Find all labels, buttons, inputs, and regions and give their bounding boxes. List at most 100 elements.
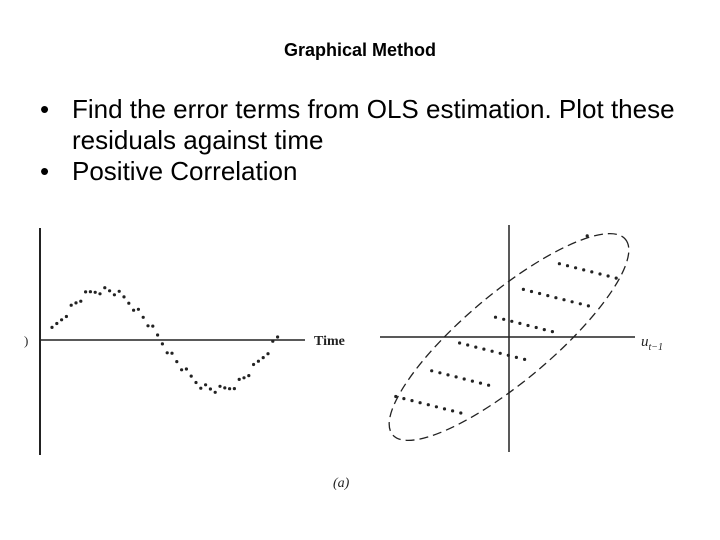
residual-point (410, 399, 414, 403)
residual-point (570, 300, 574, 304)
left-plot-y-label-fragment: ) (24, 333, 28, 348)
residual-point (261, 356, 265, 360)
residual-point (156, 333, 160, 337)
residual-point (232, 387, 236, 391)
residual-point (247, 374, 251, 378)
residual-point (498, 351, 502, 355)
bullet-marker: • (40, 94, 50, 124)
residual-point (50, 325, 54, 329)
residual-point (88, 290, 92, 294)
residual-point (242, 376, 246, 380)
residual-point (127, 301, 131, 305)
residual-point (454, 375, 458, 379)
left-plot: Time ) (24, 228, 345, 455)
residual-point (184, 367, 188, 371)
residual-point (586, 304, 591, 308)
residual-point (189, 374, 193, 378)
bullet-list: • Find the error terms from OLS estimati… (40, 94, 680, 187)
residual-point (590, 270, 594, 274)
residual-point (271, 339, 275, 343)
residual-point (165, 351, 169, 355)
right-plot-x-label-main: u (641, 334, 649, 350)
residual-point (430, 369, 434, 373)
residual-point (199, 386, 203, 390)
residual-point (394, 394, 398, 399)
residual-point (606, 274, 610, 278)
residual-point (514, 355, 519, 359)
residual-point (562, 298, 566, 302)
residual-point (122, 295, 126, 299)
residual-point (510, 319, 514, 323)
residual-point (502, 317, 506, 321)
residual-point (69, 303, 73, 307)
residual-point (470, 379, 474, 383)
residual-point (487, 383, 491, 387)
bullet-item: • Find the error terms from OLS estimati… (40, 94, 680, 156)
residual-point (506, 353, 510, 357)
residual-point (585, 234, 589, 238)
residual-point (614, 276, 618, 280)
residual-point (218, 384, 222, 388)
right-plot-x-label-sub: t−1 (649, 342, 664, 353)
residual-point (521, 287, 526, 291)
residual-point (458, 341, 462, 345)
residual-point (474, 345, 478, 349)
residual-point (542, 328, 546, 332)
residual-point (529, 289, 534, 294)
residual-point (74, 301, 78, 305)
residual-point (194, 380, 198, 385)
residual-point (64, 314, 68, 319)
residual-point (256, 359, 260, 363)
residual-point (582, 268, 586, 272)
residual-point (266, 352, 270, 356)
slide-title: Graphical Method (283, 40, 436, 60)
residual-point (554, 296, 558, 300)
residual-point (518, 321, 522, 325)
right-plot: ut−1 (380, 225, 664, 452)
residual-point (523, 357, 527, 361)
bullet-text: Positive Correlation (72, 156, 298, 186)
residual-point (466, 343, 470, 347)
correlation-ellipse (388, 232, 630, 442)
residual-point (108, 289, 112, 293)
residual-point (132, 308, 136, 312)
residual-point (434, 405, 438, 409)
left-plot-x-label: Time (314, 334, 345, 349)
residual-point (180, 368, 184, 372)
residual-point (252, 362, 256, 367)
residual-point (208, 387, 212, 391)
residual-point (478, 381, 483, 385)
residual-point (446, 373, 450, 377)
residual-point (98, 292, 102, 296)
residual-point (55, 321, 59, 326)
residual-point (60, 318, 64, 322)
residual-point (550, 330, 555, 334)
residual-point (526, 323, 530, 328)
bullet-item: • Positive Correlation (40, 156, 680, 187)
residual-point (103, 286, 107, 290)
residual-point (170, 351, 174, 355)
right-plot-scatter-points (394, 234, 618, 415)
residual-point (117, 289, 121, 293)
residual-point (204, 383, 208, 387)
residual-point (598, 272, 602, 276)
residual-point (459, 411, 463, 415)
residual-point (223, 386, 227, 390)
residual-point (146, 324, 150, 328)
left-plot-residual-points (50, 286, 280, 394)
bullet-text: Find the error terms from OLS estimation… (72, 94, 675, 155)
residual-point (228, 387, 232, 391)
residual-point (93, 290, 97, 294)
residual-point (160, 342, 164, 346)
residual-point (438, 371, 442, 375)
residual-point (112, 293, 116, 297)
residual-point (538, 291, 542, 296)
residual-point (451, 409, 455, 413)
residual-point (534, 325, 538, 330)
residual-point (276, 335, 280, 339)
residual-point (426, 403, 430, 407)
residual-point (84, 290, 88, 294)
residual-point (462, 377, 466, 381)
residual-point (79, 299, 83, 303)
